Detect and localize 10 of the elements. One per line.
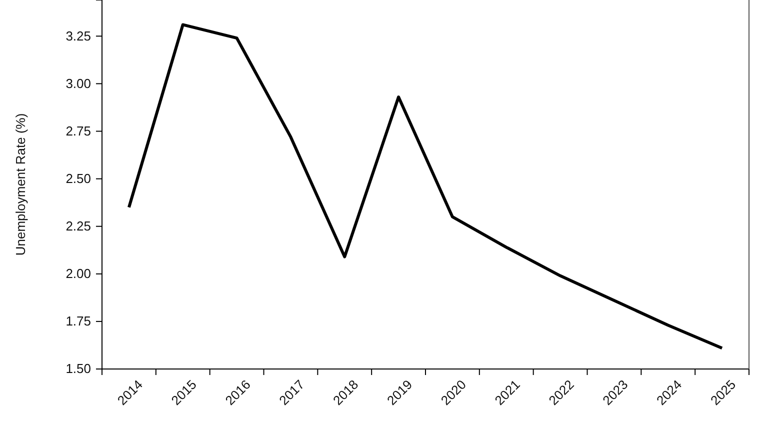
y-tick-label: 2.25 — [66, 218, 91, 234]
y-tick-label: 2.00 — [66, 266, 91, 282]
y-tick-label: 2.75 — [66, 123, 91, 138]
y-tick-label: 1.75 — [66, 314, 91, 329]
line-series — [127, 23, 724, 350]
y-tick-label: 3.25 — [66, 28, 91, 44]
y-tick-label: 1.50 — [66, 361, 91, 376]
y-axis-title: Unemployment Rate (%) — [13, 113, 28, 256]
y-tick-label: 2.50 — [66, 170, 91, 186]
y-tick-label: 3.00 — [66, 76, 91, 91]
